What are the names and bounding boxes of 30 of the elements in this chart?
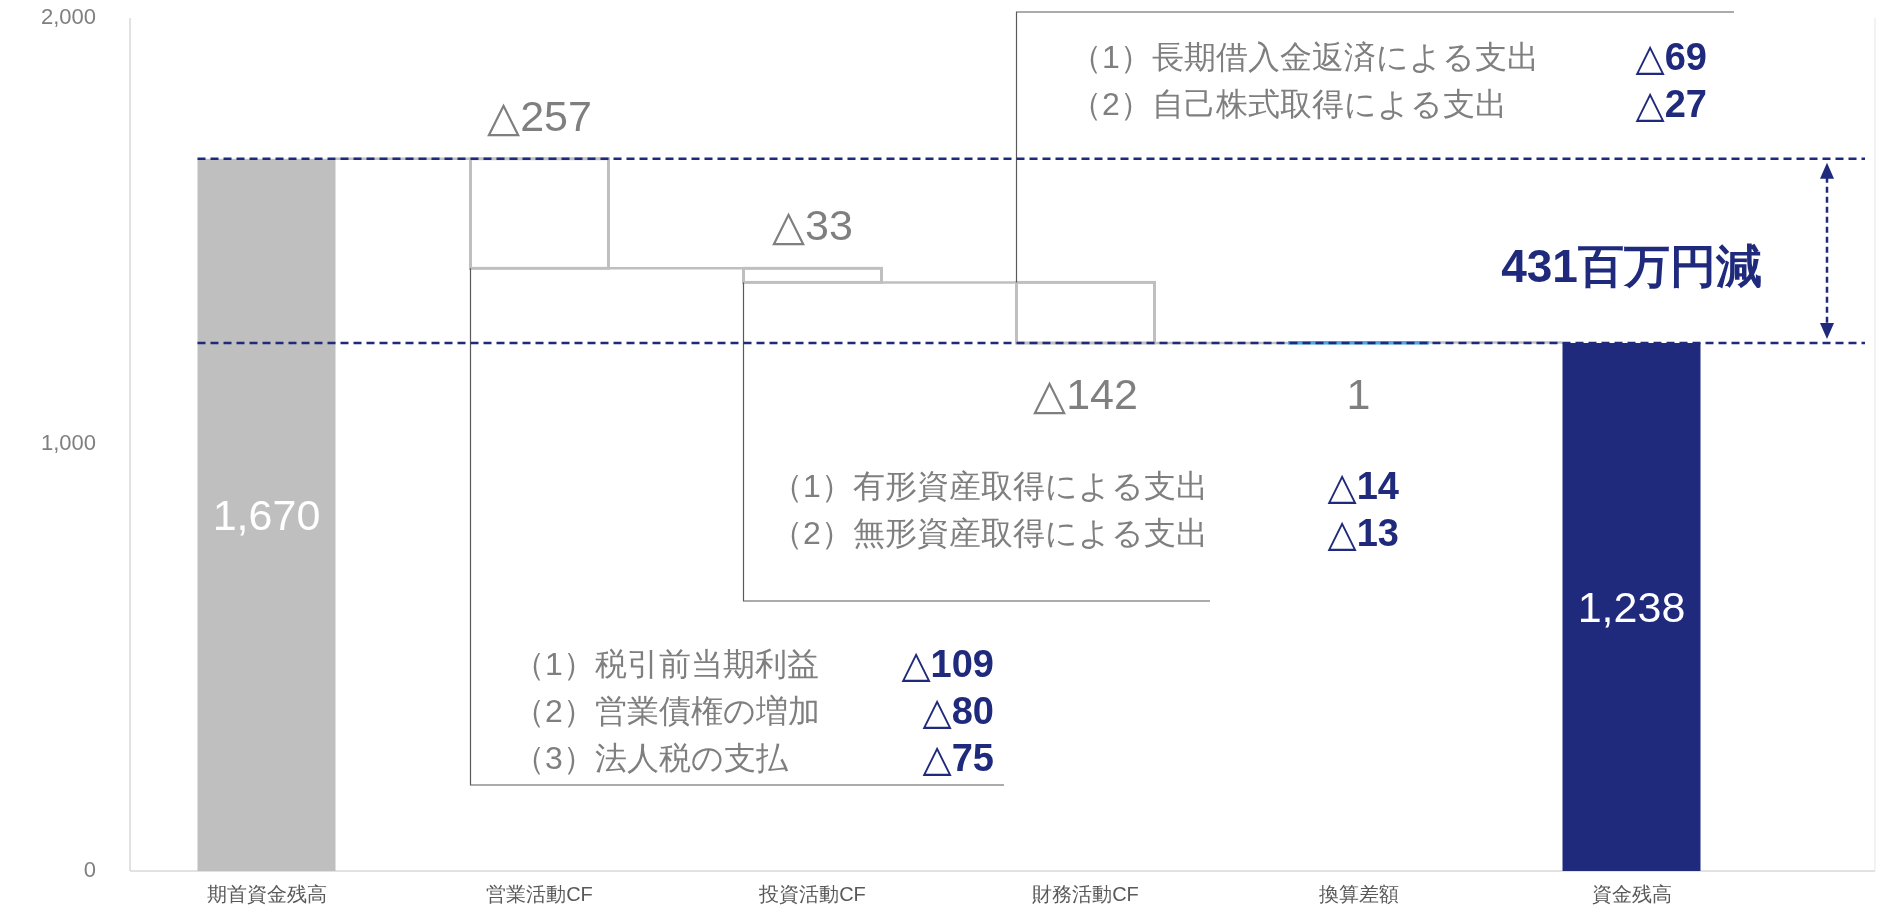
annotation: （1）税引前当期利益 (513, 646, 819, 682)
x-tick-label: 資金残高 (1591, 883, 1672, 905)
annotation: （2）自己株式取得による支出 (1070, 86, 1507, 122)
annotation: （1）長期借入金返済による支出 (1070, 39, 1539, 75)
annotation: △14 (1327, 465, 1399, 507)
annotation: （3）法人税の支払 (513, 740, 789, 776)
data-label: 1,670 (212, 490, 321, 539)
annotation: △13 (1327, 512, 1399, 554)
data-label: 1 (1346, 369, 1371, 418)
annotation: △75 (922, 737, 994, 779)
annotation: △109 (901, 643, 994, 685)
annotation: △69 (1635, 36, 1707, 78)
annotation: 431百万円減 (1501, 239, 1762, 292)
y-tick-label: 1,000 (40, 430, 96, 456)
x-tick-label: 換算差額 (1318, 883, 1399, 905)
data-label: △142 (1033, 369, 1138, 418)
annotation: △80 (922, 690, 994, 732)
data-label: 1,238 (1577, 583, 1686, 631)
data-label: △33 (772, 201, 853, 250)
annotation: （1）有形資産取得による支出 (771, 468, 1208, 504)
data-label: △257 (487, 91, 592, 140)
annotation: （2）無形資産取得による支出 (771, 515, 1208, 551)
y-tick-label: 0 (83, 856, 96, 882)
x-tick-label: 投資活動CF (758, 883, 866, 905)
y-tick-label: 2,000 (40, 3, 96, 29)
x-tick-label: 期首資金残高 (206, 883, 327, 905)
x-tick-label: 財務活動CF (1032, 883, 1139, 905)
annotation: （2）営業債権の増加 (513, 693, 820, 729)
x-tick-label: 営業活動CF (486, 883, 593, 905)
annotation: △27 (1635, 83, 1707, 125)
